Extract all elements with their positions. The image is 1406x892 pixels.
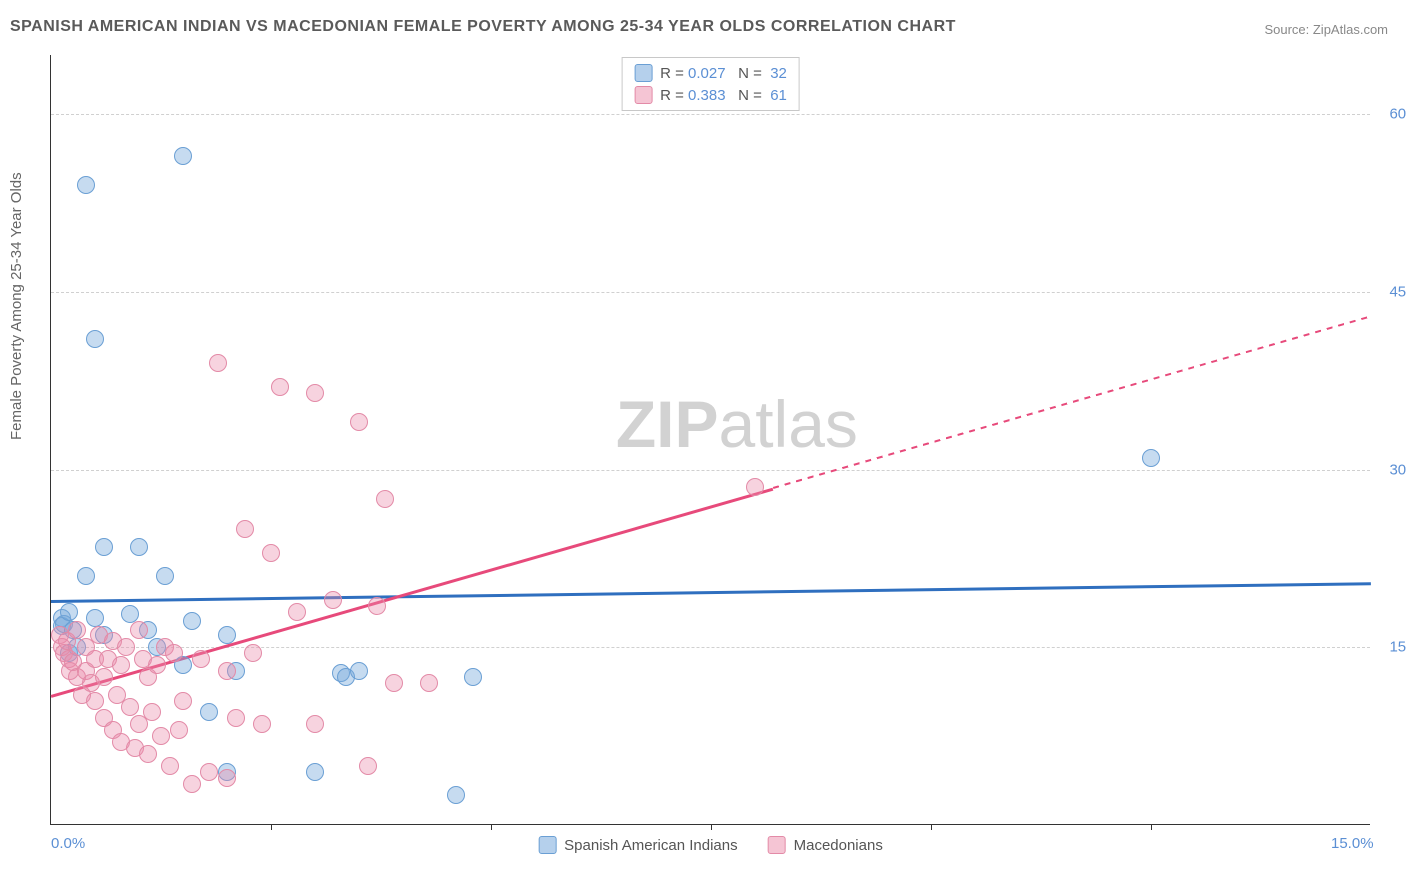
- legend-bottom-item: Macedonians: [768, 836, 883, 854]
- data-point: [209, 354, 227, 372]
- data-point: [86, 609, 104, 627]
- data-point: [165, 644, 183, 662]
- y-tick-label: 30.0%: [1389, 461, 1406, 478]
- data-point: [236, 520, 254, 538]
- x-minor-tick: [1151, 824, 1152, 830]
- legend-top-row: R = 0.383 N = 61: [634, 84, 787, 106]
- legend-stat-text: R = 0.383 N = 61: [660, 87, 787, 104]
- x-minor-tick: [931, 824, 932, 830]
- data-point: [77, 176, 95, 194]
- data-point: [1142, 449, 1160, 467]
- data-point: [746, 478, 764, 496]
- plot-area: ZIPatlas R = 0.027 N = 32 R = 0.383 N = 6…: [50, 55, 1370, 825]
- data-point: [306, 715, 324, 733]
- data-point: [192, 650, 210, 668]
- y-tick-label: 15.0%: [1389, 639, 1406, 656]
- data-point: [324, 591, 342, 609]
- legend-swatch-icon: [538, 836, 556, 854]
- x-tick-label: 15.0%: [1331, 835, 1374, 852]
- data-point: [139, 745, 157, 763]
- data-point: [183, 612, 201, 630]
- data-point: [368, 597, 386, 615]
- data-point: [148, 656, 166, 674]
- legend-swatch-icon: [634, 64, 652, 82]
- data-point: [86, 692, 104, 710]
- data-point: [77, 567, 95, 585]
- regression-line: [51, 582, 1371, 602]
- data-point: [376, 490, 394, 508]
- data-point: [95, 668, 113, 686]
- data-point: [385, 674, 403, 692]
- data-point: [218, 626, 236, 644]
- data-point: [306, 763, 324, 781]
- data-point: [112, 656, 130, 674]
- data-point: [121, 698, 139, 716]
- data-point: [161, 757, 179, 775]
- gridline: [51, 292, 1370, 293]
- data-point: [174, 147, 192, 165]
- chart-container: SPANISH AMERICAN INDIAN VS MACEDONIAN FE…: [0, 0, 1406, 892]
- data-point: [174, 692, 192, 710]
- legend-swatch-icon: [634, 86, 652, 104]
- data-point: [253, 715, 271, 733]
- data-point: [359, 757, 377, 775]
- data-point: [130, 538, 148, 556]
- legend-top-row: R = 0.027 N = 32: [634, 62, 787, 84]
- data-point: [156, 567, 174, 585]
- data-point: [86, 330, 104, 348]
- data-point: [288, 603, 306, 621]
- data-point: [218, 662, 236, 680]
- x-minor-tick: [491, 824, 492, 830]
- data-point: [68, 621, 86, 639]
- data-point: [306, 384, 324, 402]
- gridline: [51, 470, 1370, 471]
- data-point: [420, 674, 438, 692]
- watermark: ZIPatlas: [616, 386, 858, 462]
- legend-top: R = 0.027 N = 32 R = 0.383 N = 61: [621, 57, 800, 111]
- data-point: [200, 763, 218, 781]
- legend-bottom: Spanish American Indians Macedonians: [538, 836, 883, 854]
- watermark-atlas: atlas: [719, 387, 858, 461]
- y-tick-label: 60.0%: [1389, 106, 1406, 123]
- regression-line: [772, 316, 1371, 489]
- data-point: [244, 644, 262, 662]
- data-point: [95, 538, 113, 556]
- data-point: [143, 703, 161, 721]
- x-tick-label: 0.0%: [51, 835, 85, 852]
- data-point: [130, 621, 148, 639]
- data-point: [227, 709, 245, 727]
- data-point: [350, 413, 368, 431]
- legend-series-label: Spanish American Indians: [564, 837, 737, 854]
- data-point: [200, 703, 218, 721]
- data-point: [262, 544, 280, 562]
- chart-title: SPANISH AMERICAN INDIAN VS MACEDONIAN FE…: [10, 18, 956, 36]
- legend-swatch-icon: [768, 836, 786, 854]
- legend-bottom-item: Spanish American Indians: [538, 836, 737, 854]
- data-point: [60, 603, 78, 621]
- legend-series-label: Macedonians: [794, 837, 883, 854]
- x-minor-tick: [711, 824, 712, 830]
- gridline: [51, 114, 1370, 115]
- data-point: [170, 721, 188, 739]
- data-point: [350, 662, 368, 680]
- data-point: [152, 727, 170, 745]
- watermark-zip: ZIP: [616, 387, 719, 461]
- data-point: [218, 769, 236, 787]
- x-minor-tick: [271, 824, 272, 830]
- source-label: Source: ZipAtlas.com: [1264, 22, 1388, 37]
- legend-stat-text: R = 0.027 N = 32: [660, 65, 787, 82]
- data-point: [117, 638, 135, 656]
- data-point: [464, 668, 482, 686]
- y-axis-label: Female Poverty Among 25-34 Year Olds: [8, 172, 25, 440]
- data-point: [271, 378, 289, 396]
- data-point: [183, 775, 201, 793]
- data-point: [447, 786, 465, 804]
- y-tick-label: 45.0%: [1389, 283, 1406, 300]
